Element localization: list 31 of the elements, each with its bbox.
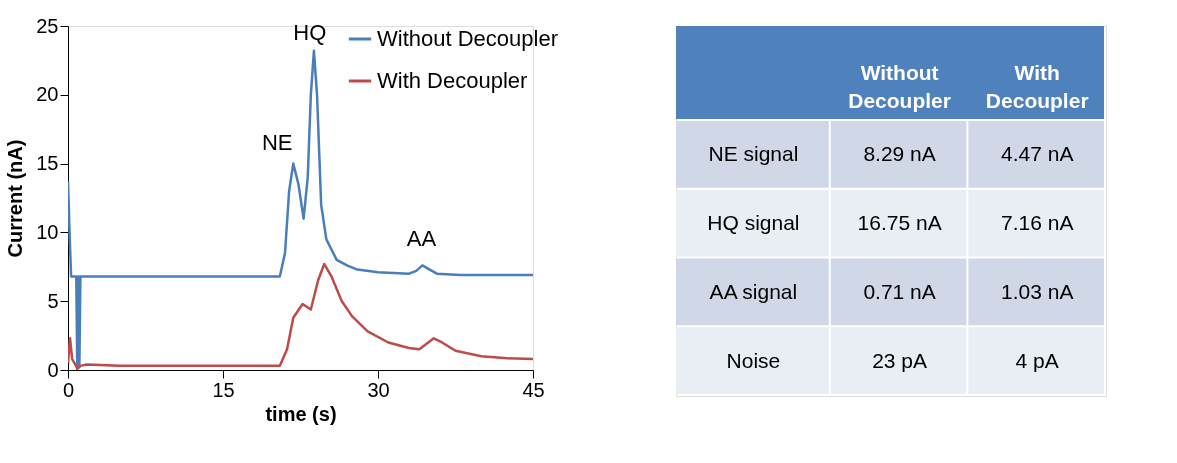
text: Noise — [726, 348, 781, 372]
text: HQ signal — [707, 211, 800, 235]
y-tick-label: 0 — [47, 358, 59, 381]
x-tick-label: 45 — [522, 378, 545, 401]
legend-label: Without Decoupler — [377, 26, 558, 51]
text: 7.16 nA — [1001, 211, 1074, 235]
annotation: AA — [406, 226, 437, 252]
text: 1.03 nA — [1001, 279, 1074, 303]
y-tick-label: 25 — [36, 14, 59, 37]
x-tick-label: 15 — [212, 378, 235, 401]
text: With Decoupler — [985, 60, 1089, 112]
x-tick-label: 30 — [367, 378, 390, 401]
text: NE signal — [708, 142, 799, 166]
text: 4 pA — [1015, 348, 1059, 372]
text: 16.75 nA — [857, 211, 942, 235]
y-tick-label: 20 — [36, 83, 59, 106]
text: Without Decoupler — [848, 60, 951, 112]
x-tick-label: 0 — [62, 378, 75, 401]
text: 8.29 nA — [863, 142, 936, 166]
x-axis-title: time (s) — [265, 402, 337, 425]
y-tick-label: 10 — [36, 220, 59, 243]
y-axis-title: Current (nA) — [4, 139, 27, 258]
text: 4.47 nA — [1001, 142, 1074, 166]
text: 23 pA — [872, 348, 928, 372]
text: 0.71 nA — [863, 279, 936, 303]
y-tick-label: 15 — [36, 152, 59, 175]
y-tick-label: 5 — [47, 289, 59, 312]
text: AA signal — [709, 279, 798, 303]
annotation: NE — [261, 129, 293, 155]
annotation: HQ — [293, 19, 327, 45]
legend-label: With Decoupler — [377, 68, 528, 93]
